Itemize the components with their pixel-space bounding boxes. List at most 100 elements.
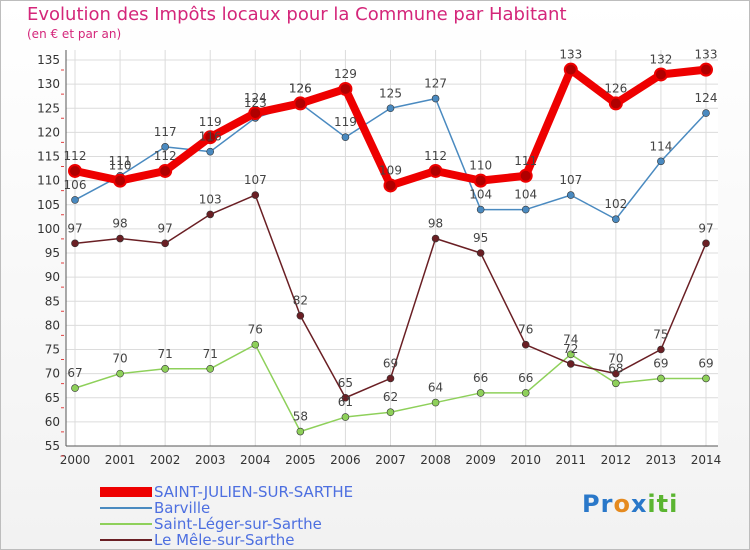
data-label-le-m-le-sur-sarthe: 75 (653, 328, 668, 342)
x-tick-label: 2010 (510, 453, 541, 467)
y-tick-label: 115 (37, 150, 60, 164)
y-tick-label: 125 (37, 101, 60, 115)
data-point-saint-l-ger-sur-sarthe (612, 379, 620, 388)
data-point-barville (206, 147, 215, 156)
data-label-le-m-le-sur-sarthe: 97 (158, 221, 173, 235)
data-label-saint-l-ger-sur-sarthe: 61 (338, 395, 353, 409)
data-label-saint-julien-sur-sarthe: 112 (424, 149, 447, 163)
data-label-saint-l-ger-sur-sarthe: 64 (428, 381, 443, 395)
data-label-barville: 104 (469, 188, 492, 202)
data-point-le-m-le-sur-sarthe (71, 239, 79, 248)
x-tick-label: 2008 (420, 453, 451, 467)
data-label-saint-julien-sur-sarthe: 124 (244, 91, 267, 105)
data-label-saint-l-ger-sur-sarthe: 66 (518, 371, 533, 385)
data-label-saint-l-ger-sur-sarthe: 70 (112, 352, 127, 366)
x-tick-label: 2005 (285, 453, 316, 467)
data-point-barville (71, 196, 79, 204)
data-point-saint-julien-sur-sarthe (608, 96, 623, 111)
data-point-saint-l-ger-sur-sarthe (206, 364, 215, 373)
data-point-le-m-le-sur-sarthe (206, 210, 215, 219)
y-tick-label: 95 (45, 246, 60, 260)
data-point-saint-l-ger-sur-sarthe (71, 384, 79, 392)
data-label-barville: 123 (244, 96, 267, 110)
data-label-le-m-le-sur-sarthe: 95 (473, 231, 488, 245)
data-label-saint-l-ger-sur-sarthe: 68 (608, 361, 623, 375)
data-label-saint-l-ger-sur-sarthe: 67 (67, 366, 82, 380)
data-label-saint-julien-sur-sarthe: 129 (334, 67, 357, 81)
data-label-saint-julien-sur-sarthe: 133 (695, 48, 718, 62)
data-label-le-m-le-sur-sarthe: 98 (428, 217, 443, 231)
data-point-barville (521, 205, 530, 214)
data-point-saint-l-ger-sur-sarthe (116, 369, 124, 378)
data-point-saint-julien-sur-sarthe (563, 62, 578, 77)
legend-label: SAINT-JULIEN-SUR-SARTHE (154, 483, 354, 501)
data-label-saint-julien-sur-sarthe: 132 (649, 52, 672, 66)
data-point-barville (566, 191, 575, 199)
data-point-saint-l-ger-sur-sarthe (161, 364, 169, 373)
data-label-saint-l-ger-sur-sarthe: 58 (293, 410, 308, 424)
data-label-barville: 114 (649, 139, 672, 153)
data-point-saint-julien-sur-sarthe (158, 163, 173, 178)
y-tick-label: 90 (45, 270, 60, 284)
x-tick-label: 2012 (601, 453, 632, 467)
chart-title: Evolution des Impôts locaux pour la Comm… (27, 4, 567, 25)
data-point-le-m-le-sur-sarthe (657, 345, 665, 354)
data-point-saint-julien-sur-sarthe (653, 67, 668, 82)
legend-swatch (100, 523, 152, 525)
logo-letter: o (613, 490, 631, 518)
y-tick-label: 60 (45, 415, 60, 429)
y-tick-label: 110 (37, 174, 60, 188)
x-tick-label: 2013 (646, 453, 677, 467)
x-tick-label: 2002 (150, 453, 181, 467)
data-label-le-m-le-sur-sarthe: 97 (67, 221, 82, 235)
logo-letter: t (656, 490, 670, 518)
data-label-saint-julien-sur-sarthe: 126 (289, 81, 312, 95)
x-tick-label: 2001 (105, 453, 136, 467)
data-label-saint-l-ger-sur-sarthe: 69 (698, 356, 713, 370)
data-label-barville: 111 (109, 154, 132, 168)
data-label-saint-l-ger-sur-sarthe: 71 (203, 347, 218, 361)
data-point-barville (161, 143, 169, 151)
data-label-saint-l-ger-sur-sarthe: 69 (653, 356, 668, 370)
data-point-le-m-le-sur-sarthe (431, 234, 440, 243)
legend-swatch (100, 539, 152, 541)
data-label-saint-l-ger-sur-sarthe: 76 (248, 323, 263, 337)
data-point-saint-l-ger-sur-sarthe (296, 427, 305, 436)
data-label-barville: 125 (379, 86, 402, 100)
data-point-le-m-le-sur-sarthe (296, 311, 305, 320)
data-point-saint-julien-sur-sarthe (293, 96, 308, 111)
data-label-barville: 126 (289, 81, 312, 95)
logo-letter: i (669, 490, 679, 518)
data-point-le-m-le-sur-sarthe (386, 374, 395, 383)
data-point-barville (702, 109, 710, 117)
legend-label: Barville (154, 499, 211, 517)
data-point-saint-l-ger-sur-sarthe (251, 340, 260, 349)
logo-letter: i (647, 490, 657, 518)
data-label-saint-julien-sur-sarthe: 110 (109, 159, 132, 173)
legend-swatch (100, 487, 152, 497)
y-tick-label: 80 (45, 318, 60, 332)
data-label-barville: 116 (199, 130, 222, 144)
data-point-le-m-le-sur-sarthe (612, 369, 620, 378)
data-label-saint-julien-sur-sarthe: 119 (199, 115, 222, 129)
data-label-saint-l-ger-sur-sarthe: 66 (473, 371, 488, 385)
x-tick-label: 2004 (240, 453, 271, 467)
data-label-le-m-le-sur-sarthe: 82 (293, 294, 308, 308)
data-point-saint-julien-sur-sarthe (203, 130, 218, 145)
logo-letter: x (630, 490, 648, 518)
proxiti-logo: Proxiti (582, 490, 678, 518)
data-point-le-m-le-sur-sarthe (116, 234, 124, 243)
data-label-barville: 104 (514, 188, 537, 202)
data-point-le-m-le-sur-sarthe (521, 340, 530, 349)
data-label-le-m-le-sur-sarthe: 107 (244, 173, 267, 187)
x-tick-label: 2014 (691, 453, 722, 467)
data-point-saint-l-ger-sur-sarthe (386, 408, 395, 417)
data-point-le-m-le-sur-sarthe (566, 360, 575, 368)
y-tick-label: 105 (37, 198, 60, 212)
logo-letter: P (582, 490, 601, 518)
data-point-barville (431, 94, 440, 103)
y-tick-label: 130 (37, 77, 60, 91)
data-label-barville: 119 (334, 115, 357, 129)
y-tick-label: 135 (37, 53, 60, 67)
